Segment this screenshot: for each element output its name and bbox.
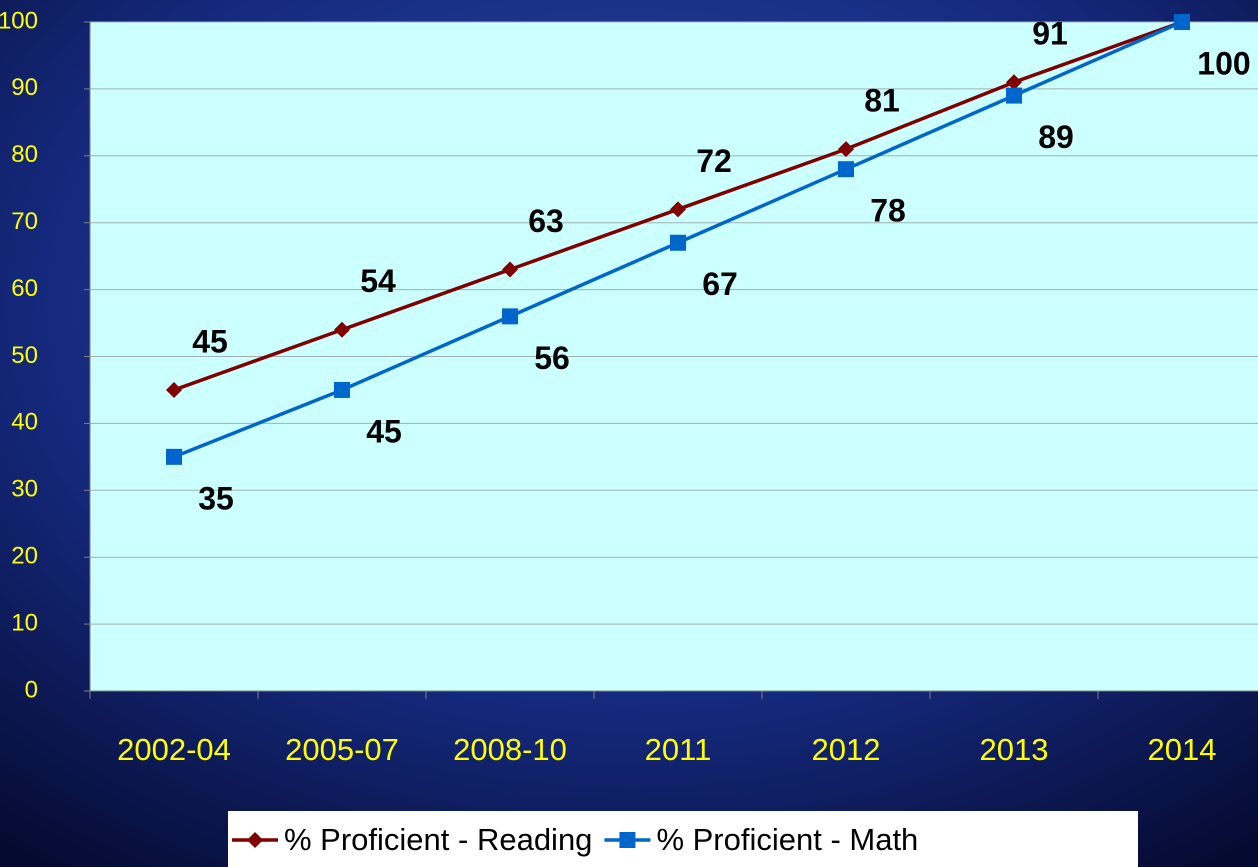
- data-point: [502, 308, 518, 325]
- data-point: [1174, 14, 1190, 30]
- data-label: 45: [366, 413, 402, 449]
- data-label: 35: [198, 480, 234, 516]
- y-tick-label: 10: [11, 609, 38, 636]
- data-label: 63: [528, 203, 564, 239]
- data-point: [502, 261, 518, 278]
- y-tick-label: 30: [11, 476, 38, 503]
- data-label: 72: [696, 143, 732, 179]
- y-tick-label: 100: [0, 7, 38, 34]
- data-point: [670, 234, 686, 251]
- y-tick-label: 20: [11, 543, 38, 570]
- x-tick-label: 2008-10: [453, 732, 567, 767]
- data-point: [166, 448, 182, 465]
- y-tick-label: 80: [11, 141, 38, 168]
- y-tick-label: 60: [11, 275, 38, 302]
- data-point: [670, 201, 686, 218]
- x-tick-label: 2012: [812, 732, 881, 767]
- data-label: 100: [1197, 45, 1250, 81]
- data-label: 56: [534, 340, 570, 376]
- y-tick-label: 70: [11, 208, 38, 235]
- legend-marker: [247, 832, 263, 848]
- data-point: [1006, 87, 1022, 104]
- legend-label: % Proficient - Reading: [284, 822, 592, 857]
- legend-box: [228, 811, 1138, 867]
- x-tick-label: 2011: [645, 732, 712, 767]
- y-tick-label: 0: [25, 676, 38, 703]
- y-tick-label: 40: [11, 409, 38, 436]
- data-label: 81: [864, 83, 900, 119]
- legend-marker: [619, 832, 636, 848]
- data-label: 78: [870, 193, 906, 229]
- x-tick-label: 2013: [980, 732, 1049, 767]
- y-tick-label: 50: [11, 342, 38, 369]
- data-label: 45: [192, 323, 228, 359]
- data-label: 67: [702, 266, 738, 302]
- data-point: [334, 381, 350, 398]
- x-tick-label: 2014: [1148, 732, 1217, 767]
- data-point: [1006, 74, 1022, 91]
- x-tick-label: 2002-04: [117, 732, 231, 767]
- data-point: [838, 141, 854, 158]
- y-tick-label: 90: [11, 74, 38, 101]
- legend-label: % Proficient - Math: [656, 822, 918, 857]
- data-point: [334, 321, 350, 338]
- data-label: 89: [1038, 119, 1074, 155]
- x-tick-label: 2005-07: [285, 732, 399, 767]
- data-label: 91: [1032, 16, 1068, 52]
- data-label: 54: [360, 263, 396, 299]
- data-point: [838, 161, 854, 178]
- data-point: [166, 381, 182, 398]
